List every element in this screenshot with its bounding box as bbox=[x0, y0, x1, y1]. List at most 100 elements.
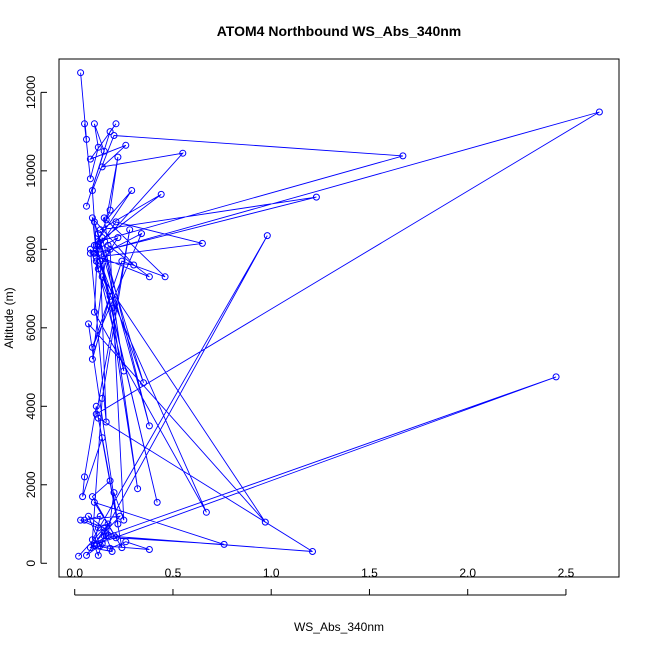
data-point bbox=[106, 245, 114, 253]
data-point bbox=[106, 292, 114, 300]
data-point bbox=[75, 552, 83, 560]
data-point bbox=[90, 542, 98, 550]
data-point bbox=[130, 261, 138, 269]
data-point bbox=[138, 230, 145, 238]
y-tick-label: 4000 bbox=[24, 393, 38, 420]
data-point bbox=[88, 355, 96, 363]
data-point bbox=[263, 232, 271, 240]
data-point bbox=[112, 120, 120, 128]
data-point bbox=[120, 516, 128, 524]
data-point bbox=[552, 373, 560, 381]
data-point bbox=[102, 249, 110, 257]
x-tick-label: 0.5 bbox=[165, 566, 182, 580]
data-point bbox=[98, 540, 106, 548]
data-point bbox=[98, 234, 106, 242]
x-tick-label: 1.5 bbox=[361, 566, 378, 580]
data-point bbox=[153, 498, 161, 506]
data-point bbox=[98, 273, 106, 281]
data-point bbox=[110, 132, 118, 139]
data-point bbox=[100, 524, 108, 532]
data-point bbox=[108, 548, 116, 555]
data-point bbox=[102, 216, 110, 224]
data-point bbox=[90, 249, 98, 257]
data-point bbox=[88, 343, 96, 351]
data-point bbox=[85, 320, 92, 328]
data-point bbox=[85, 512, 92, 520]
data-point bbox=[116, 512, 124, 520]
data-point bbox=[96, 512, 104, 520]
data-point bbox=[83, 135, 90, 143]
data-point bbox=[161, 273, 169, 281]
y-tick-label: 2000 bbox=[24, 471, 38, 498]
data-point bbox=[100, 532, 108, 540]
data-point bbox=[145, 422, 153, 430]
data-point bbox=[120, 367, 128, 375]
data-point bbox=[122, 538, 130, 546]
data-point bbox=[104, 532, 112, 540]
data-point bbox=[98, 163, 106, 171]
data-point bbox=[100, 147, 108, 155]
data-point bbox=[88, 536, 96, 544]
data-point bbox=[114, 520, 122, 528]
data-point bbox=[108, 304, 116, 312]
x-tick-label: 1.0 bbox=[263, 566, 280, 580]
data-point bbox=[106, 206, 114, 214]
data-point bbox=[220, 540, 228, 548]
data-point bbox=[86, 155, 94, 163]
data-point bbox=[90, 540, 98, 548]
data-point bbox=[88, 187, 96, 194]
y-tick-label: 6000 bbox=[24, 314, 38, 341]
y-axis: 0 2000 4000 6000 8000 10000 12000 bbox=[24, 75, 47, 567]
data-point bbox=[145, 546, 153, 553]
data-point bbox=[90, 241, 98, 249]
data-point bbox=[90, 498, 98, 506]
data-point bbox=[128, 187, 136, 194]
y-tick-label: 10000 bbox=[24, 154, 38, 188]
data-point bbox=[100, 528, 108, 536]
data-point bbox=[94, 143, 102, 151]
data-point bbox=[96, 257, 104, 265]
data-point bbox=[118, 257, 126, 265]
data-point bbox=[92, 241, 100, 249]
data-point bbox=[104, 241, 112, 249]
data-point bbox=[112, 218, 120, 226]
data-point bbox=[140, 379, 147, 387]
data-series bbox=[75, 69, 603, 560]
y-tick-label: 0 bbox=[24, 560, 38, 567]
data-point bbox=[83, 551, 90, 559]
series-line bbox=[78, 72, 600, 557]
x-tick-label: 0.0 bbox=[66, 566, 83, 580]
data-point bbox=[81, 120, 88, 128]
data-point bbox=[94, 238, 102, 245]
data-point bbox=[92, 402, 100, 410]
chart-title: ATOM4 Northbound WS_Abs_340nm bbox=[217, 23, 462, 39]
data-point bbox=[112, 534, 120, 542]
y-axis-label: Altitude (m) bbox=[2, 287, 16, 348]
data-point bbox=[90, 120, 98, 128]
data-point bbox=[261, 518, 269, 526]
data-point bbox=[102, 418, 110, 426]
x-tick-label: 2.0 bbox=[459, 566, 476, 580]
data-point bbox=[88, 214, 96, 222]
data-point bbox=[77, 69, 85, 77]
data-point bbox=[92, 253, 100, 261]
data-point bbox=[92, 257, 100, 265]
data-point bbox=[104, 520, 112, 528]
data-point bbox=[106, 128, 114, 136]
data-point bbox=[122, 141, 130, 149]
data-point bbox=[81, 473, 88, 481]
data-point bbox=[90, 308, 98, 316]
data-point bbox=[179, 149, 187, 157]
data-point bbox=[94, 230, 102, 238]
data-point bbox=[114, 234, 122, 242]
data-point bbox=[94, 551, 102, 559]
data-point bbox=[145, 273, 153, 281]
data-point bbox=[118, 544, 126, 552]
data-point bbox=[157, 190, 165, 198]
data-point bbox=[399, 152, 407, 160]
data-point bbox=[94, 265, 102, 273]
data-point bbox=[86, 544, 94, 552]
x-axis: 0.0 0.5 1.0 1.5 2.0 2.5 bbox=[66, 566, 575, 596]
data-point bbox=[126, 226, 134, 234]
